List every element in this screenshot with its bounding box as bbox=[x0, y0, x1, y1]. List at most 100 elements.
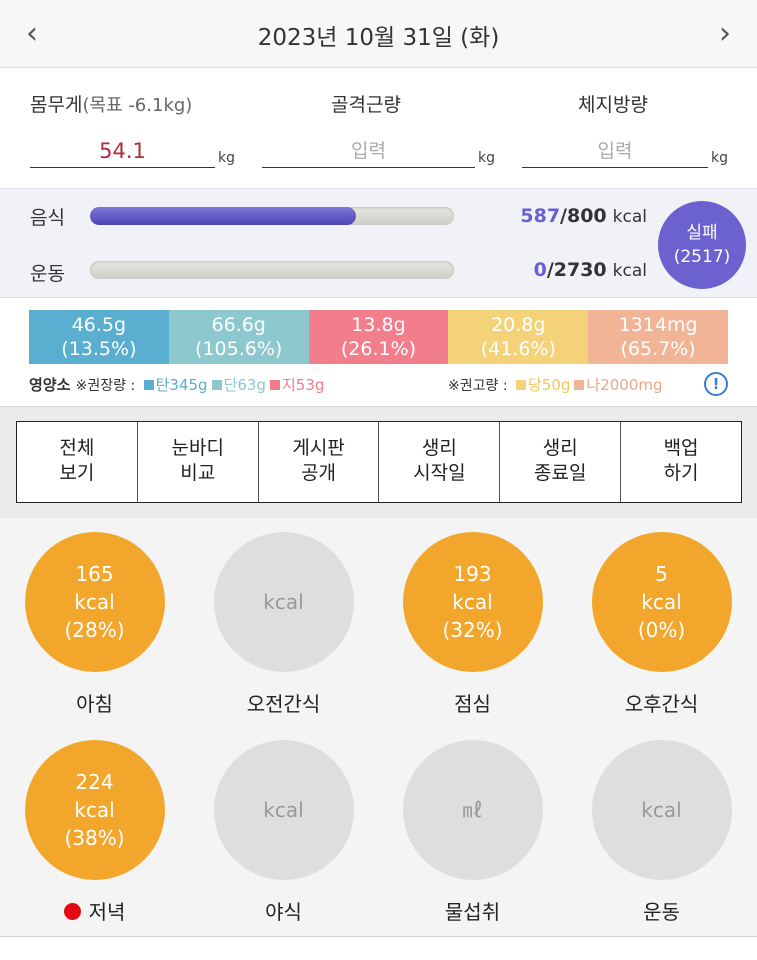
button-label-line1: 생리 bbox=[421, 437, 457, 459]
status-badge-value: (2517) bbox=[673, 247, 731, 267]
muscle-input[interactable]: 입력 bbox=[262, 134, 475, 168]
meal-unit: kcal bbox=[641, 590, 682, 614]
exercise-kcal-unit: kcal bbox=[612, 261, 647, 281]
button-label-line1: 생리 bbox=[542, 437, 578, 459]
meal-name: 오전간식 bbox=[246, 692, 321, 716]
current-date: 2023년 10월 31일 (화) bbox=[257, 25, 500, 51]
meal-circle[interactable]: 193 kcal (32%) bbox=[402, 532, 543, 672]
board-public-button[interactable]: 게시판 공개 bbox=[259, 422, 380, 502]
meal-unit: kcal bbox=[641, 798, 682, 822]
meal-unit: ㎖ bbox=[462, 798, 483, 822]
meal-unit: kcal bbox=[263, 590, 304, 614]
nutrient-amount: 46.5g bbox=[71, 314, 127, 336]
meal-percent: (28%) bbox=[64, 618, 125, 642]
protein-swatch bbox=[211, 380, 222, 390]
meal-circle[interactable]: 224 kcal (38%) bbox=[24, 740, 165, 880]
exercise-kcal-total: /2730 bbox=[546, 259, 607, 281]
meal-circle[interactable]: kcal bbox=[213, 532, 354, 672]
status-badge-label: 실패 bbox=[686, 223, 718, 243]
exercise-label: 운동 bbox=[30, 263, 65, 285]
next-day-button[interactable]: › bbox=[719, 16, 731, 51]
weight-unit: kg bbox=[218, 150, 235, 166]
button-label-line1: 백업 bbox=[663, 437, 699, 459]
meal-percent: (0%) bbox=[637, 618, 686, 642]
meal-afternoon-snack[interactable]: 5 kcal (0%) 오후간식 bbox=[567, 532, 756, 717]
exercise-kcal: 0/2730 kcal bbox=[534, 259, 647, 281]
fat-label: 체지방량 bbox=[578, 94, 648, 116]
fat-swatch bbox=[270, 380, 280, 390]
meal-name: 운동 bbox=[643, 900, 680, 924]
status-badge[interactable]: 실패 (2517) bbox=[658, 201, 746, 289]
period-end-button[interactable]: 생리 종료일 bbox=[500, 422, 622, 502]
nutrient-sugar: 20.8g (41.6%) bbox=[448, 310, 589, 364]
sugar-swatch bbox=[516, 380, 526, 390]
fat-input[interactable]: 입력 bbox=[522, 134, 708, 168]
meal-morning-snack[interactable]: kcal 오전간식 bbox=[189, 532, 378, 717]
nutrient-amount: 13.8g bbox=[351, 314, 406, 336]
previous-day-button[interactable]: ‹ bbox=[26, 16, 38, 51]
nutrient-percent: (13.5%) bbox=[61, 338, 137, 360]
meal-exercise[interactable]: kcal 운동 bbox=[567, 740, 756, 925]
weight-input[interactable]: 54.1 bbox=[30, 134, 215, 168]
nutrient-percent: (41.6%) bbox=[480, 338, 556, 360]
exercise-progress-bar bbox=[90, 261, 454, 279]
nutrient-sodium: 1314mg (65.7%) bbox=[588, 310, 728, 364]
food-kcal: 587/800 kcal bbox=[520, 205, 647, 227]
meal-breakfast[interactable]: 165 kcal (28%) 아침 bbox=[0, 532, 189, 717]
nutrient-amount: 66.6g bbox=[211, 314, 266, 336]
meal-circle[interactable]: kcal bbox=[213, 740, 354, 880]
nutrient-bar[interactable]: 46.5g (13.5%) 66.6g (105.6%) 13.8g (26.1%) … bbox=[29, 310, 728, 364]
meal-unit: kcal bbox=[74, 590, 115, 614]
meal-circle[interactable]: 165 kcal (28%) bbox=[24, 532, 165, 672]
food-kcal-unit: kcal bbox=[612, 207, 647, 227]
button-label-line2: 비교 bbox=[180, 462, 216, 484]
meal-unit: kcal bbox=[452, 590, 493, 614]
legend-protein: 단63g bbox=[223, 376, 266, 394]
weight-label-text: 몸무게 bbox=[30, 94, 83, 116]
nutrient-protein: 66.6g (105.6%) bbox=[168, 310, 309, 364]
legend-sodium: 나2000mg bbox=[586, 376, 663, 394]
meal-circle[interactable]: 5 kcal (0%) bbox=[591, 532, 732, 672]
button-label-line2: 보기 bbox=[59, 462, 95, 484]
nutrient-legend-advised: ※권고량 : 당50g 나2000mg bbox=[448, 374, 663, 395]
weight-goal: (목표 -6.1kg) bbox=[82, 95, 193, 116]
meal-water[interactable]: ㎖ 물섭취 bbox=[378, 740, 567, 925]
legend-note-right: ※권고량 : bbox=[448, 378, 512, 394]
meal-lunch[interactable]: 193 kcal (32%) 점심 bbox=[378, 532, 567, 717]
food-progress-fill bbox=[90, 207, 356, 225]
nutrient-amount: 20.8g bbox=[491, 314, 546, 336]
meal-name-row: 저녁 bbox=[0, 896, 189, 925]
sodium-swatch bbox=[574, 380, 585, 390]
meal-kcal: 165 bbox=[75, 562, 114, 586]
nutrient-legend-recommended: 영양소 ※권장량 : 탄345g 단63g 지53g bbox=[29, 374, 324, 395]
fat-unit: kg bbox=[711, 150, 728, 166]
meal-unit: kcal bbox=[263, 798, 304, 822]
food-label: 음식 bbox=[30, 207, 65, 229]
period-start-button[interactable]: 생리 시작일 bbox=[379, 422, 501, 502]
nutrient-amount: 1314mg bbox=[618, 314, 698, 336]
weight-label: 몸무게(목표 -6.1kg) bbox=[30, 90, 192, 117]
button-label-line1: 전체 bbox=[59, 437, 95, 459]
eye-body-compare-button[interactable]: 눈바디 비교 bbox=[138, 422, 259, 502]
button-label-line2: 하기 bbox=[663, 462, 699, 484]
info-icon[interactable]: ! bbox=[704, 372, 728, 396]
meal-name: 점심 bbox=[454, 692, 491, 716]
nutrient-percent: (105.6%) bbox=[195, 338, 283, 360]
bottom-bar bbox=[0, 936, 757, 960]
alert-dot-icon bbox=[63, 903, 81, 920]
nutrient-fat: 13.8g (26.1%) bbox=[308, 310, 449, 364]
meal-circle[interactable]: kcal bbox=[591, 740, 732, 880]
meal-circle[interactable]: ㎖ bbox=[402, 740, 543, 880]
meal-dinner[interactable]: 224 kcal (38%) 저녁 bbox=[0, 740, 189, 925]
food-progress-bar bbox=[90, 207, 454, 225]
meal-percent: (32%) bbox=[442, 618, 503, 642]
meal-late-snack[interactable]: kcal 야식 bbox=[189, 740, 378, 925]
meal-percent: (38%) bbox=[64, 826, 125, 850]
nutrient-percent: (65.7%) bbox=[620, 338, 696, 360]
date-header: ‹ 2023년 10월 31일 (화) › bbox=[0, 0, 757, 68]
meal-name: 물섭취 bbox=[444, 900, 501, 924]
meal-kcal: 193 bbox=[453, 562, 492, 586]
